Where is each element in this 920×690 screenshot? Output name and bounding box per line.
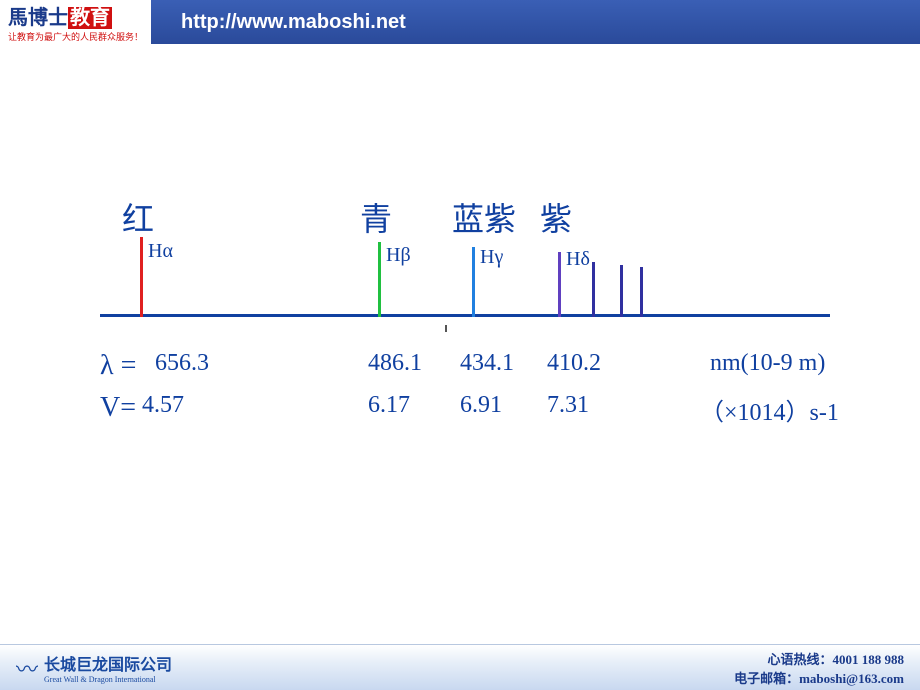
line-extra-1 — [592, 262, 595, 317]
h-label-gamma: Hγ — [480, 246, 503, 269]
v-label: V= — [100, 392, 136, 424]
v-val-3: 7.31 — [547, 392, 589, 419]
footer-logo-text: 长城巨龙国际公司 Great Wall & Dragon Internation… — [44, 651, 172, 684]
h-label-delta: Hδ — [566, 248, 590, 271]
logo-main: 馬博士教育 — [8, 1, 143, 30]
v-val-1: 6.17 — [368, 392, 410, 419]
tick-mark — [445, 325, 447, 332]
v-val-0: 4.57 — [142, 392, 184, 419]
line-h-gamma — [472, 247, 475, 317]
color-label-red: 红 — [122, 194, 154, 240]
lambda-val-3: 410.2 — [547, 350, 601, 377]
v-unit: （×1014）s-1 — [700, 392, 839, 427]
line-h-beta — [378, 242, 381, 317]
color-label-violet: 紫 — [540, 194, 572, 240]
site-url: http://www.maboshi.net — [181, 11, 406, 34]
hotline: 心语热线：4001 188 988 — [734, 649, 904, 668]
color-label-cyan: 青 — [360, 194, 392, 240]
footer-company-cn: 长城巨龙国际公司 — [44, 651, 172, 675]
lambda-val-0: 656.3 — [155, 350, 209, 377]
h-label-beta: Hβ — [386, 244, 411, 267]
content: 红 Hα 青 Hβ 蓝紫 Hγ 紫 Hδ λ = 656.3 486.1 434… — [0, 44, 920, 644]
logo-sub: 让教育为最广大的人民群众服务！ — [8, 30, 143, 43]
dragon-icon: 〰 — [16, 652, 38, 684]
line-h-delta — [558, 252, 561, 317]
spectrum-diagram: 红 Hα 青 Hβ 蓝紫 Hγ 紫 Hδ λ = 656.3 486.1 434… — [100, 194, 850, 494]
color-label-bluevio: 蓝紫 — [452, 194, 516, 240]
header: 馬博士教育 让教育为最广大的人民群众服务！ http://www.maboshi… — [0, 0, 920, 44]
footer: 〰 长城巨龙国际公司 Great Wall & Dragon Internati… — [0, 644, 920, 690]
lambda-val-1: 486.1 — [368, 350, 422, 377]
v-val-2: 6.91 — [460, 392, 502, 419]
footer-logo: 〰 长城巨龙国际公司 Great Wall & Dragon Internati… — [16, 651, 172, 684]
spectrum-axis — [100, 314, 830, 317]
lambda-label: λ = — [100, 350, 136, 382]
logo-box: 馬博士教育 让教育为最广大的人民群众服务！ — [0, 0, 151, 44]
footer-company-en: Great Wall & Dragon International — [44, 675, 172, 684]
email: 电子邮箱：maboshi@163.com — [734, 668, 904, 687]
line-h-alpha — [140, 237, 143, 317]
footer-contact: 心语热线：4001 188 988 电子邮箱：maboshi@163.com — [734, 649, 904, 687]
logo-text-b: 教育 — [68, 7, 112, 29]
h-label-alpha: Hα — [148, 240, 173, 263]
lambda-val-2: 434.1 — [460, 350, 514, 377]
logo-text-a: 馬博士 — [8, 7, 68, 29]
line-extra-3 — [640, 267, 643, 317]
line-extra-2 — [620, 265, 623, 317]
lambda-unit: nm(10-9 m) — [710, 350, 825, 377]
